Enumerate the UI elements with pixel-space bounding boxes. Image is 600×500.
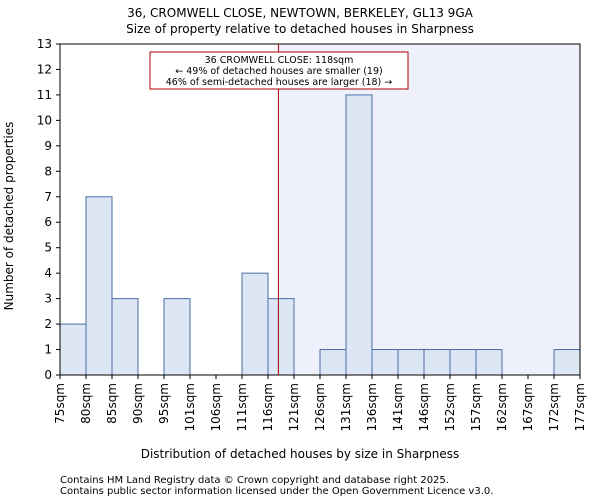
x-tick-label: 75sqm	[53, 383, 67, 424]
footer-line-1: Contains HM Land Registry data © Crown c…	[60, 475, 449, 486]
y-tick-label: 5	[44, 241, 52, 255]
x-tick-label: 90sqm	[131, 383, 145, 424]
x-tick-label: 167sqm	[521, 383, 535, 431]
y-tick-label: 13	[37, 37, 52, 51]
y-tick-label: 11	[37, 88, 52, 102]
bar-116sqm	[267, 298, 295, 376]
x-tick-label: 136sqm	[365, 383, 379, 431]
y-tick-label: 10	[37, 113, 52, 127]
x-tick-label: 111sqm	[235, 383, 249, 431]
y-tick-label: 0	[44, 368, 52, 382]
y-tick-label: 4	[44, 266, 52, 280]
annotation-line-3: 46% of semi-detached houses are larger (…	[166, 77, 393, 88]
annotation-line-1: 36 CROMWELL CLOSE: 118sqm	[205, 55, 354, 66]
bar-75sqm	[59, 323, 87, 376]
bar-146sqm	[423, 349, 451, 376]
x-tick-label: 146sqm	[417, 383, 431, 431]
highlight-region	[278, 44, 580, 375]
bar-152sqm	[449, 349, 477, 376]
x-tick-label: 95sqm	[157, 383, 171, 424]
annotation-line-2: ← 49% of detached houses are smaller (19…	[175, 66, 382, 77]
x-axis-label: Distribution of detached houses by size …	[141, 447, 460, 461]
y-tick-label: 2	[44, 317, 52, 331]
bar-131sqm	[345, 94, 373, 376]
x-tick-label: 157sqm	[469, 383, 483, 431]
y-tick-label: 9	[44, 139, 52, 153]
bar-141sqm	[397, 349, 425, 376]
x-tick-label: 80sqm	[79, 383, 93, 424]
bar-111sqm	[241, 272, 269, 376]
chart-subtitle: Size of property relative to detached ho…	[126, 22, 474, 36]
x-tick-label: 116sqm	[261, 383, 275, 431]
y-tick-label: 12	[37, 62, 52, 76]
chart-title: 36, CROMWELL CLOSE, NEWTOWN, BERKELEY, G…	[127, 6, 473, 20]
x-tick-label: 85sqm	[105, 383, 119, 424]
bar-126sqm	[319, 349, 347, 376]
bar-85sqm	[111, 298, 139, 376]
x-tick-label: 121sqm	[287, 383, 301, 431]
footer-line-2: Contains public sector information licen…	[60, 486, 493, 497]
y-axis-label: Number of detached properties	[2, 122, 16, 311]
x-tick-label: 106sqm	[209, 383, 223, 431]
y-tick-label: 3	[44, 292, 52, 306]
x-tick-label: 177sqm	[573, 383, 587, 431]
x-tick-label: 162sqm	[495, 383, 509, 431]
x-tick-label: 131sqm	[339, 383, 353, 431]
y-tick-label: 1	[44, 343, 52, 357]
bar-136sqm	[371, 349, 399, 376]
bar-80sqm	[85, 196, 113, 376]
x-tick-label: 126sqm	[313, 383, 327, 431]
x-tick-label: 101sqm	[183, 383, 197, 431]
annotation-box	[149, 51, 409, 90]
bar-95sqm	[163, 298, 191, 376]
bar-172sqm	[553, 349, 581, 376]
y-tick-label: 6	[44, 215, 52, 229]
x-tick-label: 141sqm	[391, 383, 405, 431]
x-tick-label: 172sqm	[547, 383, 561, 431]
y-tick-label: 8	[44, 164, 52, 178]
bar-157sqm	[475, 349, 503, 376]
x-tick-label: 152sqm	[443, 383, 457, 431]
y-tick-label: 7	[44, 190, 52, 204]
